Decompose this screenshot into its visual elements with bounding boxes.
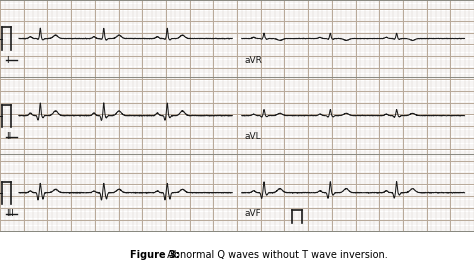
Text: Abnormal Q waves without T wave inversion.: Abnormal Q waves without T wave inversio… [164, 250, 387, 260]
Text: III: III [6, 209, 14, 218]
Text: I: I [6, 56, 9, 65]
Text: aVF: aVF [244, 209, 261, 218]
Text: II: II [6, 132, 11, 141]
Text: Figure 3:: Figure 3: [130, 250, 180, 260]
Text: aVL: aVL [244, 132, 261, 141]
Text: aVR: aVR [244, 56, 262, 65]
